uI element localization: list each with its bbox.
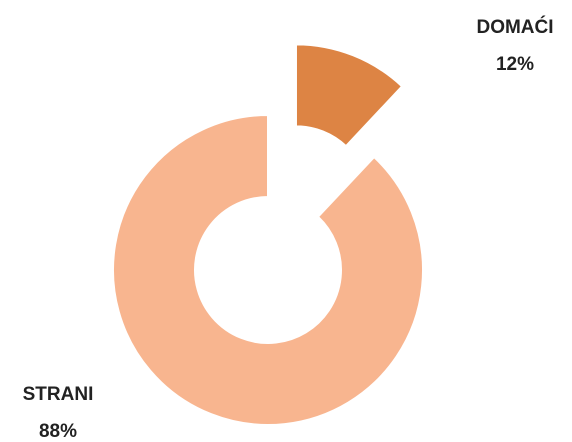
slice-value-label: 88%	[39, 421, 77, 442]
slice-label: DOMAĆI	[476, 16, 553, 38]
donut-slice	[294, 43, 404, 148]
donut-slice	[112, 113, 424, 426]
slice-label: STRANI	[23, 384, 94, 405]
slice-value-label: 12%	[496, 54, 534, 75]
